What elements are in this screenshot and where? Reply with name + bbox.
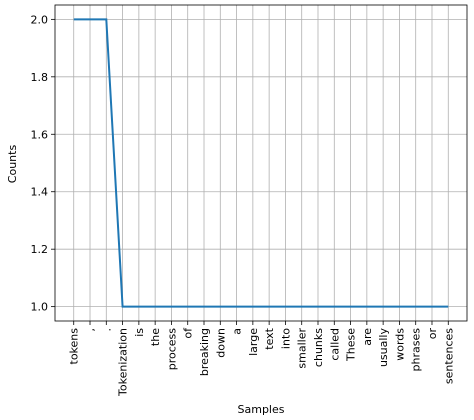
x-tick-label: breaking — [198, 328, 211, 376]
x-tick-label: a — [231, 328, 244, 335]
x-tick-label: large — [247, 328, 260, 356]
x-tick-label: Tokenization — [117, 328, 130, 397]
y-tick-label: 1.2 — [31, 243, 49, 256]
x-tick-label: called — [328, 328, 341, 361]
x-tick-label: usually — [377, 328, 390, 368]
x-tick-label: phrases — [410, 328, 423, 372]
plot-frame — [54, 4, 468, 322]
x-tick-label: process — [165, 328, 178, 371]
x-tick-label: chunks — [312, 328, 325, 367]
x-tick-label: are — [361, 328, 374, 346]
x-tick-label: smaller — [296, 328, 309, 369]
x-tick-label: text — [263, 327, 276, 349]
x-tick-label: words — [393, 328, 406, 361]
x-tick-label: tokens — [68, 328, 81, 365]
y-tick-label: 1.8 — [31, 71, 49, 84]
x-tick-label: down — [214, 328, 227, 358]
x-tick-label: These — [345, 328, 358, 362]
y-tick-label: 1.0 — [31, 301, 49, 314]
line — [73, 18, 449, 308]
y-axis-label: Counts — [6, 145, 19, 184]
y-tick-label: 2.0 — [31, 13, 49, 26]
y-tick-label: 1.4 — [31, 186, 49, 199]
x-tick-label: into — [279, 328, 292, 349]
x-tick-label: , — [84, 328, 97, 332]
x-tick-label: of — [182, 327, 195, 339]
x-tick-label: or — [426, 328, 439, 340]
x-tick-label: . — [100, 328, 113, 332]
x-tick-label: is — [133, 328, 146, 337]
x-axis-label: Samples — [238, 403, 285, 416]
y-tick-label: 1.6 — [31, 128, 49, 141]
x-tick-label: the — [149, 328, 162, 346]
x-tick-label: sentences — [442, 328, 455, 384]
